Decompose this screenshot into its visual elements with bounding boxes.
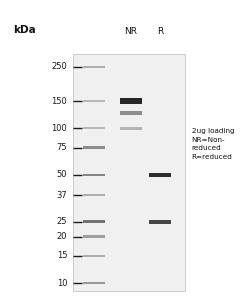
Bar — [149, 220, 171, 224]
Text: 150: 150 — [51, 97, 67, 106]
Text: 2ug loading
NR=Non-
reduced
R=reduced: 2ug loading NR=Non- reduced R=reduced — [192, 128, 234, 160]
Bar — [83, 146, 105, 149]
Bar — [149, 172, 171, 177]
Bar — [83, 66, 105, 68]
Text: NR: NR — [124, 27, 137, 36]
Text: 25: 25 — [57, 217, 67, 226]
Text: 100: 100 — [51, 124, 67, 133]
Bar — [120, 111, 142, 115]
Text: 10: 10 — [57, 279, 67, 288]
Bar — [83, 220, 105, 223]
Bar — [83, 127, 105, 129]
Text: 37: 37 — [56, 191, 67, 200]
Bar — [83, 255, 105, 257]
Bar — [83, 236, 105, 238]
Bar — [120, 127, 142, 130]
Bar — [73, 54, 185, 291]
Text: 250: 250 — [51, 62, 67, 71]
Text: 15: 15 — [57, 251, 67, 260]
Text: kDa: kDa — [13, 25, 36, 35]
Text: 20: 20 — [57, 232, 67, 241]
Bar — [83, 282, 105, 284]
Text: 50: 50 — [57, 170, 67, 179]
Text: 75: 75 — [56, 143, 67, 152]
Bar — [83, 194, 105, 196]
Bar — [83, 100, 105, 102]
Bar — [83, 174, 105, 176]
Text: R: R — [157, 27, 163, 36]
Bar — [120, 98, 142, 104]
